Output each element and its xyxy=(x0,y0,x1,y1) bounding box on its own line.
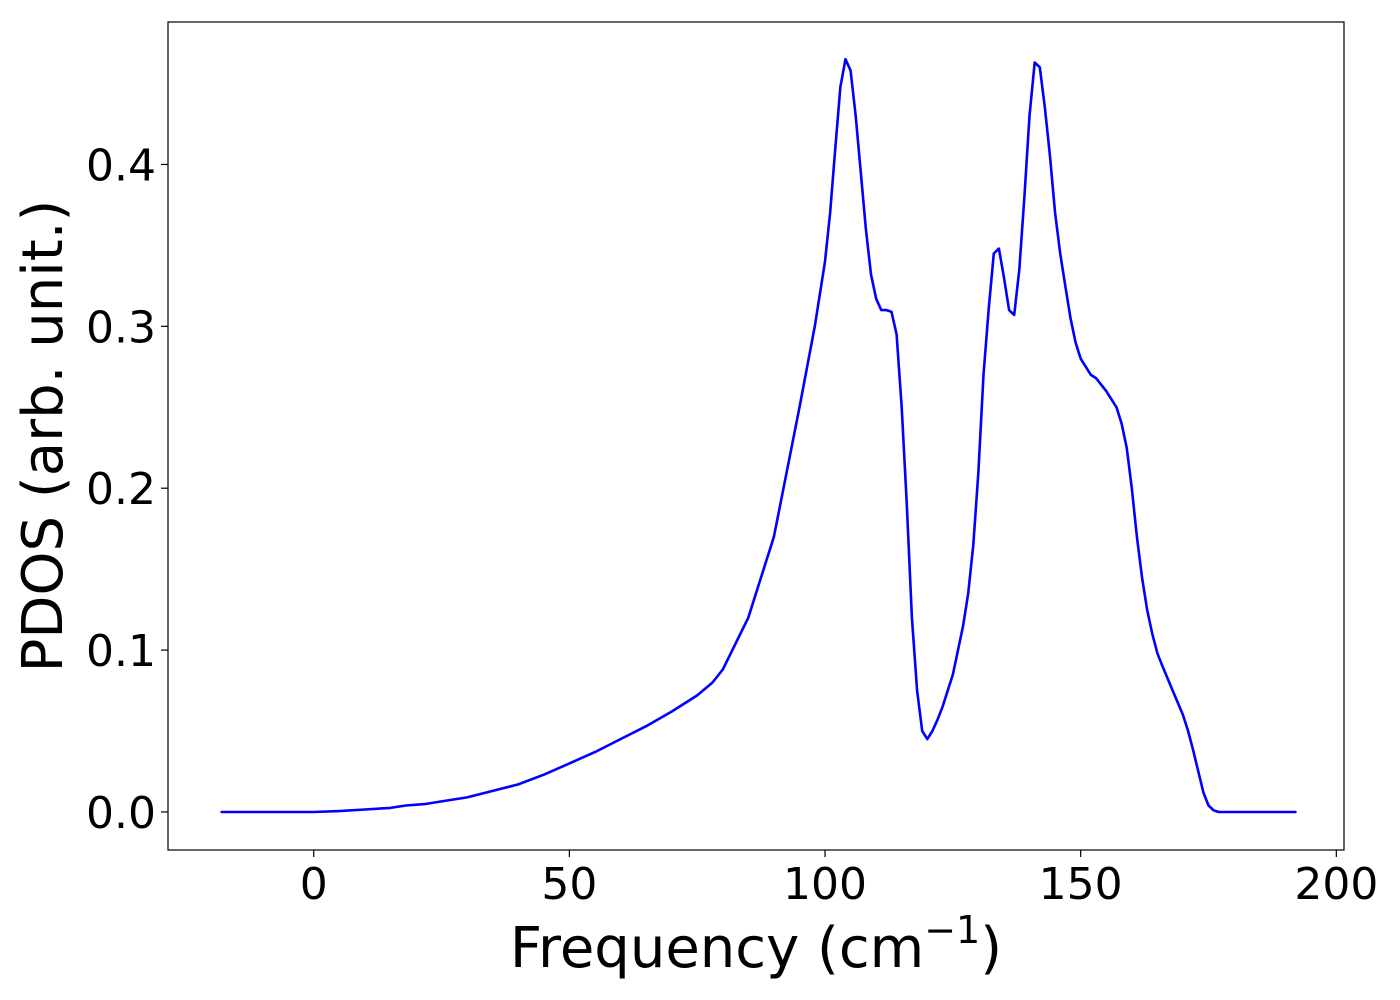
series-layer xyxy=(220,57,1297,814)
x-axis-title: Frequency (cm−1) xyxy=(510,908,1002,981)
x-tick-label: 0 xyxy=(300,859,328,910)
y-tick-label: 0.1 xyxy=(86,626,156,677)
x-tick-label: 100 xyxy=(783,859,867,910)
y-axis-title: PDOS (arb. unit.) xyxy=(11,200,76,673)
pdos-series-line xyxy=(220,57,1297,814)
y-tick-label: 0.2 xyxy=(86,464,156,515)
y-tick-label: 0.3 xyxy=(86,302,156,353)
x-tick-label: 50 xyxy=(541,859,597,910)
y-tick-label: 0.4 xyxy=(86,140,156,191)
x-tick-label: 150 xyxy=(1039,859,1123,910)
x-tick-label: 200 xyxy=(1294,859,1378,910)
axes-frame xyxy=(167,21,1345,851)
y-tick-label: 0.0 xyxy=(86,788,156,839)
ticks-layer: 0 50 100 150 200 0.0 0.1 0.2 0.3 0.4 xyxy=(86,140,1378,910)
